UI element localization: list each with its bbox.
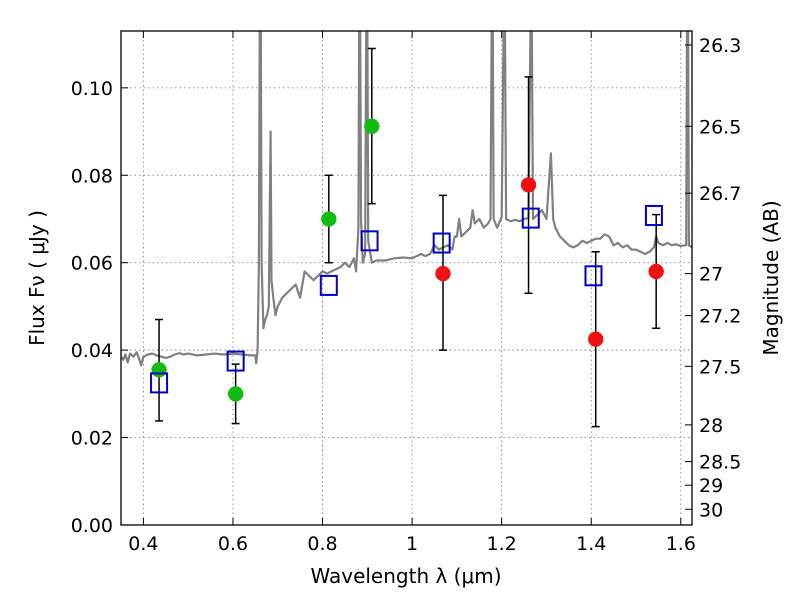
- green-data-point: [364, 118, 380, 135]
- red-data-point: [648, 263, 664, 280]
- magnitude-tick-label: 26.5: [699, 116, 741, 138]
- model-square-marker: [584, 265, 603, 287]
- spectrum-line: [121, 31, 692, 367]
- model-square-marker: [360, 230, 379, 252]
- y-tick-label: 0.04: [71, 340, 113, 362]
- green-data-point: [227, 386, 244, 402]
- red-data-point: [435, 265, 451, 282]
- x-tick-labels: 0.4 0.6 0.8 1 1.2 1.4 1.6: [128, 533, 696, 555]
- magnitude-tick-label: 28: [699, 415, 723, 437]
- magnitude-tick-label: 30: [699, 499, 723, 521]
- y-tick-label: 0.02: [71, 428, 113, 450]
- y2-axis-label: Magnitude (AB): [759, 200, 783, 355]
- tick-marks: [121, 31, 692, 526]
- x-tick-label: 1.6: [666, 533, 696, 555]
- x-tick-label: 1.4: [576, 533, 606, 555]
- magnitude-tick-label: 26.3: [699, 35, 741, 57]
- magnitude-tick-label: 27.5: [699, 356, 741, 378]
- model-square-marker: [432, 232, 451, 254]
- magnitude-tick-label: 26.7: [699, 183, 741, 205]
- plot-area: [121, 31, 692, 525]
- y-tick-label: 0.00: [71, 515, 113, 537]
- green-data-point: [321, 211, 337, 227]
- y-tick-label: 0.08: [71, 165, 113, 187]
- model-square-marker: [521, 207, 540, 229]
- grid: [121, 31, 692, 525]
- x-tick-label: 1.2: [487, 533, 517, 555]
- spectrum-layer: [121, 31, 692, 367]
- magnitude-tick-label: 27.2: [699, 306, 741, 328]
- y-tick-label: 0.10: [71, 78, 113, 100]
- model-square-marker: [150, 372, 169, 394]
- x-tick-label: 0.6: [218, 533, 248, 555]
- x-tick-label: 0.4: [128, 533, 158, 555]
- y-axis-label: Flux Fν ( μJy ): [25, 210, 49, 346]
- green-data-point: [151, 362, 167, 378]
- plot-frame: [120, 30, 693, 526]
- red-data-point: [587, 331, 604, 347]
- magnitude-tick-label: 28.5: [699, 452, 741, 474]
- point-layer: [150, 118, 664, 402]
- red-data-point: [520, 177, 537, 193]
- x-tick-label: 1: [406, 533, 418, 555]
- magnitude-tick-label: 27: [699, 264, 723, 286]
- model-square-marker: [644, 204, 663, 226]
- magnitude-tick-label: 29: [699, 475, 723, 497]
- y-tick-labels: 0.00 0.02 0.04 0.06 0.08 0.10: [71, 78, 113, 537]
- x-axis-label: Wavelength λ (μm): [310, 564, 501, 588]
- x-tick-label: 0.8: [307, 533, 337, 555]
- model-square-marker: [319, 274, 338, 296]
- y-tick-label: 0.06: [71, 253, 113, 275]
- model-square-marker: [226, 350, 245, 372]
